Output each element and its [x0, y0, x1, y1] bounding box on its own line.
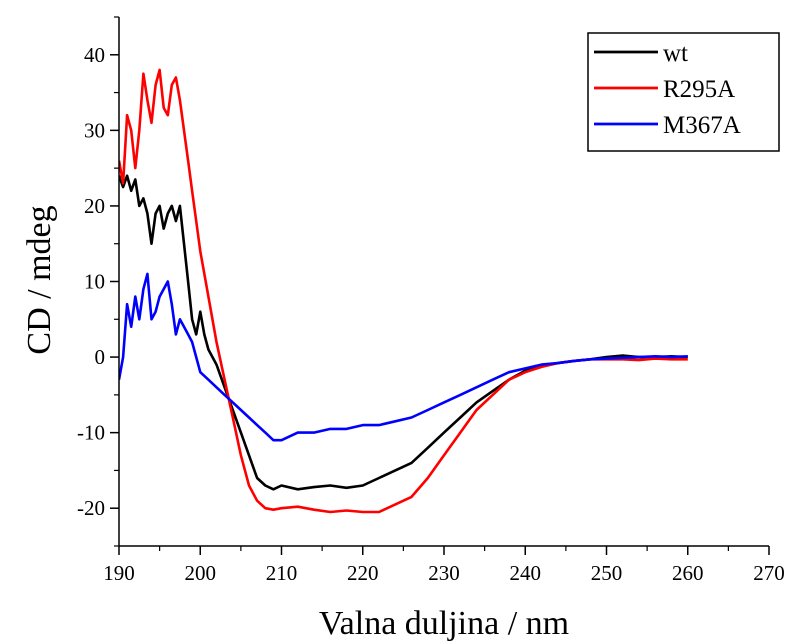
- y-tick-label--20: -20: [77, 496, 105, 520]
- x-tick-label-200: 200: [185, 561, 217, 585]
- legend: wt R295A M367A: [587, 32, 780, 152]
- x-tick-label-230: 230: [428, 561, 460, 585]
- series-line-R295A: [119, 68, 688, 514]
- x-tick-label-220: 220: [347, 561, 379, 585]
- x-tick-label-240: 240: [510, 561, 542, 585]
- x-tick-label-250: 250: [591, 561, 623, 585]
- x-tick-label-260: 260: [672, 561, 704, 585]
- legend-label-M367A: M367A: [663, 112, 741, 139]
- y-tick-label-0: 0: [95, 345, 106, 369]
- y-tick-label-20: 20: [84, 194, 105, 218]
- legend-label-R295A: R295A: [663, 76, 735, 103]
- ticks: 190 200 210 220 230 240 250 260 270 -20 -10 0 10 20 30…: [77, 16, 785, 585]
- y-tick-label-40: 40: [84, 43, 105, 67]
- y-tick-label-10: 10: [84, 270, 105, 294]
- y-tick-label--10: -10: [77, 421, 105, 445]
- series-line-wt: [119, 174, 688, 491]
- x-tick-label-270: 270: [753, 561, 785, 585]
- x-axis-title: Valna duljina / nm: [319, 605, 569, 642]
- series-line-M367A: [119, 272, 688, 442]
- y-axis-title: CD / mdeg: [21, 205, 58, 354]
- legend-label-wt: wt: [663, 40, 688, 67]
- x-tick-label-210: 210: [266, 561, 298, 585]
- y-tick-label-30: 30: [84, 118, 105, 142]
- plot-lines: [119, 68, 688, 514]
- x-tick-label-190: 190: [103, 561, 135, 585]
